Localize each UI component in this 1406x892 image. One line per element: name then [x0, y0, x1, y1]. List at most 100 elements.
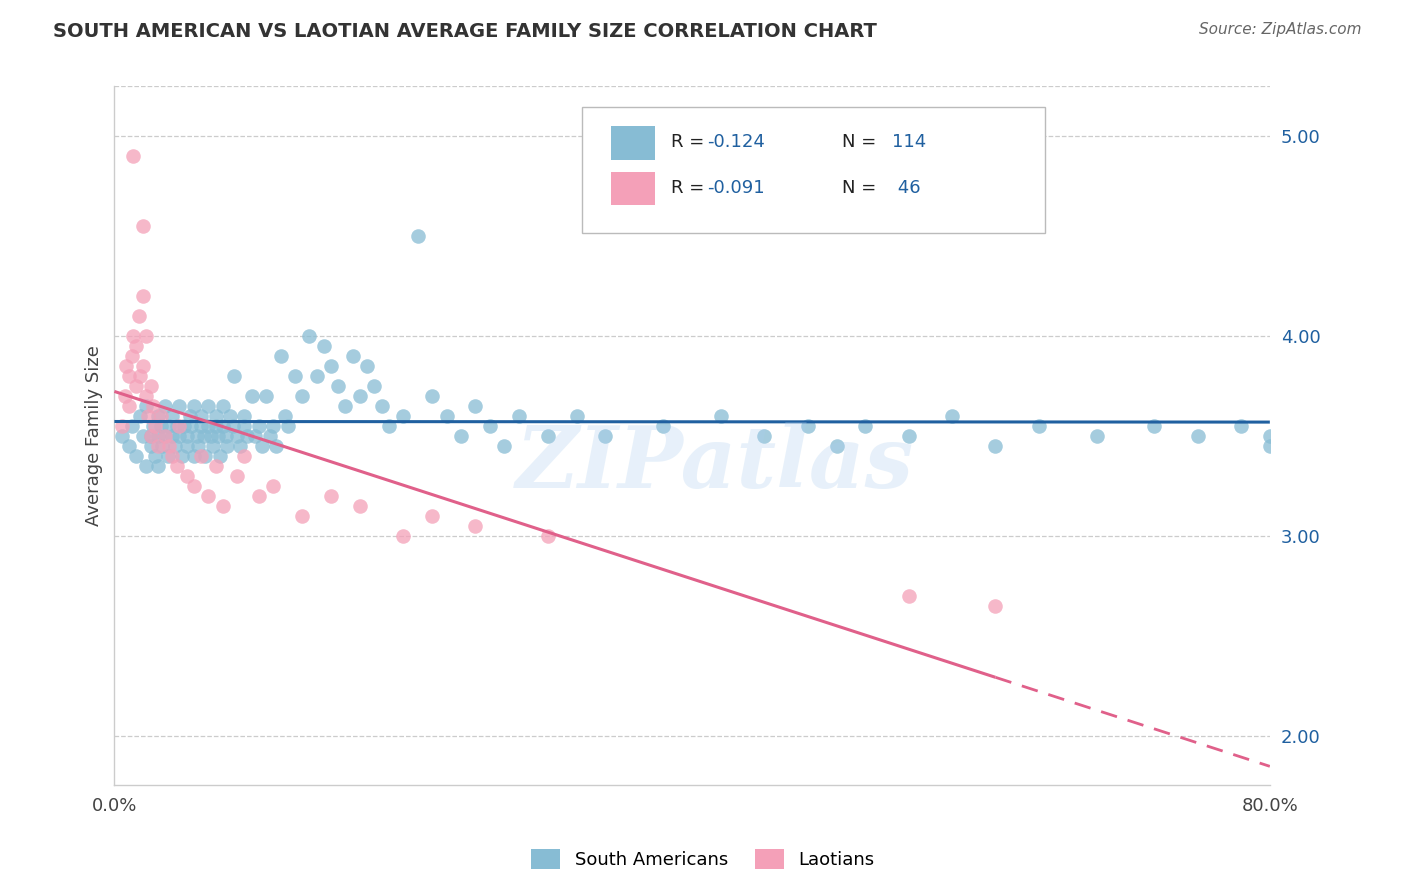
Point	[129, 409, 152, 423]
Point	[190, 409, 212, 423]
Text: -0.124: -0.124	[707, 133, 765, 152]
Point	[143, 449, 166, 463]
Point	[1230, 418, 1253, 433]
Point	[200, 429, 222, 443]
Point	[146, 458, 169, 473]
Text: Source: ZipAtlas.com: Source: ZipAtlas.com	[1198, 22, 1361, 37]
Point	[363, 379, 385, 393]
Point	[392, 529, 415, 543]
Point	[183, 479, 205, 493]
Point	[342, 349, 364, 363]
Point	[370, 399, 392, 413]
Point	[169, 429, 191, 443]
Point	[132, 219, 155, 234]
Point	[305, 369, 328, 384]
Point	[179, 409, 201, 423]
Point	[114, 389, 136, 403]
Point	[122, 329, 145, 343]
Point	[135, 329, 157, 343]
Point	[129, 369, 152, 384]
Point	[226, 468, 249, 483]
Point	[1258, 439, 1281, 453]
Point	[157, 418, 180, 433]
Point	[537, 429, 560, 443]
Point	[270, 349, 292, 363]
Point	[406, 229, 429, 244]
Point	[233, 409, 256, 423]
Point	[226, 429, 249, 443]
Point	[115, 359, 138, 373]
Point	[149, 418, 172, 433]
Point	[240, 389, 263, 403]
Point	[165, 439, 187, 453]
Point	[111, 418, 134, 433]
Point	[211, 418, 233, 433]
Point	[328, 379, 350, 393]
Point	[1028, 418, 1050, 433]
Point	[259, 429, 281, 443]
Point	[143, 418, 166, 433]
Point	[262, 418, 284, 433]
Text: R =: R =	[671, 133, 704, 152]
Point	[319, 359, 342, 373]
Point	[214, 429, 236, 443]
Point	[652, 418, 675, 433]
Point	[190, 449, 212, 463]
Point	[153, 429, 176, 443]
Point	[118, 439, 141, 453]
Point	[243, 429, 266, 443]
Point	[160, 409, 183, 423]
Point	[173, 418, 195, 433]
Point	[142, 399, 165, 413]
Point	[190, 418, 212, 433]
Y-axis label: Average Family Size: Average Family Size	[86, 345, 103, 526]
Point	[118, 399, 141, 413]
Point	[150, 439, 173, 453]
Point	[312, 339, 335, 353]
Point	[160, 429, 183, 443]
Point	[247, 489, 270, 503]
Point	[121, 418, 143, 433]
Point	[146, 409, 169, 423]
Point	[125, 379, 148, 393]
Point	[464, 399, 486, 413]
Point	[825, 439, 848, 453]
Point	[176, 439, 198, 453]
Point	[135, 399, 157, 413]
Point	[378, 418, 401, 433]
Point	[166, 418, 188, 433]
Point	[754, 429, 776, 443]
Point	[392, 409, 415, 423]
Point	[207, 429, 229, 443]
Point	[298, 329, 321, 343]
Point	[180, 418, 202, 433]
Point	[494, 439, 516, 453]
Point	[1085, 429, 1108, 443]
Point	[204, 458, 226, 473]
Point	[262, 479, 284, 493]
Point	[796, 418, 818, 433]
Point	[135, 458, 157, 473]
Point	[229, 439, 252, 453]
Point	[153, 399, 176, 413]
Point	[941, 409, 963, 423]
Point	[172, 449, 194, 463]
Point	[984, 439, 1007, 453]
Point	[284, 369, 307, 384]
Point	[186, 429, 208, 443]
Point	[128, 309, 150, 323]
Point	[169, 399, 191, 413]
Point	[122, 149, 145, 163]
Point	[420, 508, 443, 523]
FancyBboxPatch shape	[612, 126, 655, 160]
Point	[132, 359, 155, 373]
Legend: South Americans, Laotians: South Americans, Laotians	[523, 839, 883, 879]
Point	[254, 389, 277, 403]
Point	[201, 439, 224, 453]
Point	[233, 418, 256, 433]
Text: N =: N =	[842, 133, 876, 152]
Point	[197, 418, 219, 433]
Point	[420, 389, 443, 403]
FancyBboxPatch shape	[582, 107, 1045, 233]
Point	[156, 449, 179, 463]
